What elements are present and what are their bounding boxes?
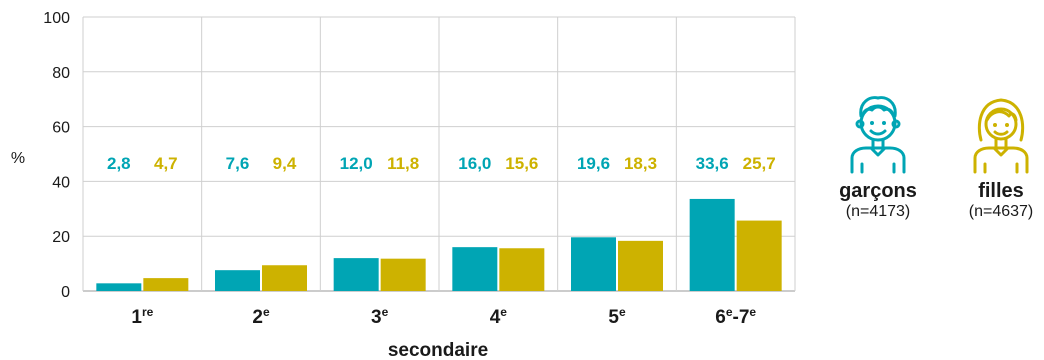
- y-tick-label: 40: [52, 174, 70, 191]
- x-category-label: 1re: [131, 305, 153, 328]
- data-label-filles: 9,4: [273, 154, 297, 173]
- legend-label-garcons: garçons: [839, 180, 917, 202]
- x-category-label: 5e: [608, 305, 626, 328]
- y-tick-label: 100: [43, 10, 70, 27]
- y-tick-label: 20: [52, 229, 70, 246]
- bar-garcons: [452, 247, 498, 291]
- bar-garcons: [571, 237, 616, 291]
- bar-garcons: [96, 283, 142, 291]
- legend-label-filles: filles: [978, 180, 1024, 202]
- bar-garcons: [215, 270, 260, 291]
- x-category-label: 4e: [490, 305, 508, 328]
- data-label-garcons: 19,6: [577, 154, 610, 173]
- data-label-filles: 4,7: [154, 154, 178, 173]
- x-axis-label: secondaire: [388, 340, 488, 360]
- y-axis-ticks: 0 20 40 60 80 100: [43, 10, 70, 301]
- data-labels: 2,8 4,7 7,6 9,4 12,0 11,8 16,0 15,6 19,6 18,3 33,6…: [107, 154, 776, 173]
- data-label-garcons: 16,0: [458, 154, 491, 173]
- y-tick-label: 0: [61, 284, 70, 301]
- y-tick-label: 60: [52, 120, 70, 137]
- bar-garcons: [689, 198, 735, 291]
- data-label-filles: 18,3: [624, 154, 657, 173]
- y-axis-label: %: [11, 150, 25, 167]
- bar-filles: [499, 248, 545, 291]
- bar-filles: [736, 220, 782, 291]
- legend-garcons: garçons (n=4173): [823, 92, 933, 222]
- bar-filles: [380, 258, 426, 291]
- boy-icon: [850, 96, 906, 174]
- data-label-garcons: 2,8: [107, 154, 131, 173]
- bar-filles: [618, 240, 663, 291]
- x-category-label: 6e-7e: [715, 305, 756, 328]
- bar-filles: [262, 265, 307, 291]
- girl-icon: [973, 98, 1029, 174]
- bar-chart: 0 20 40 60 80 100 2,8 4,7 7,6 9,4 12,0 11,8 16,0 15,…: [11, 10, 796, 360]
- bars: [96, 198, 782, 291]
- x-category-label: 2e: [252, 305, 270, 328]
- data-label-filles: 25,7: [743, 154, 776, 173]
- x-axis-categories: 1re 2e 3e 4e 5e 6e-7e: [131, 305, 756, 328]
- legend-count-filles: (n=4637): [968, 203, 1034, 220]
- bar-garcons: [333, 258, 379, 291]
- grid-lines: [82, 16, 796, 292]
- data-label-filles: 15,6: [505, 154, 538, 173]
- data-label-filles: 11,8: [387, 154, 419, 173]
- bar-filles: [143, 278, 189, 291]
- data-label-garcons: 33,6: [696, 154, 729, 173]
- legend-filles: filles (n=4637): [946, 92, 1044, 222]
- data-label-garcons: 12,0: [340, 154, 373, 173]
- legend-count-garcons: (n=4173): [845, 203, 911, 220]
- data-label-garcons: 7,6: [226, 154, 250, 173]
- y-tick-label: 80: [52, 65, 70, 82]
- x-category-label: 3e: [371, 305, 389, 328]
